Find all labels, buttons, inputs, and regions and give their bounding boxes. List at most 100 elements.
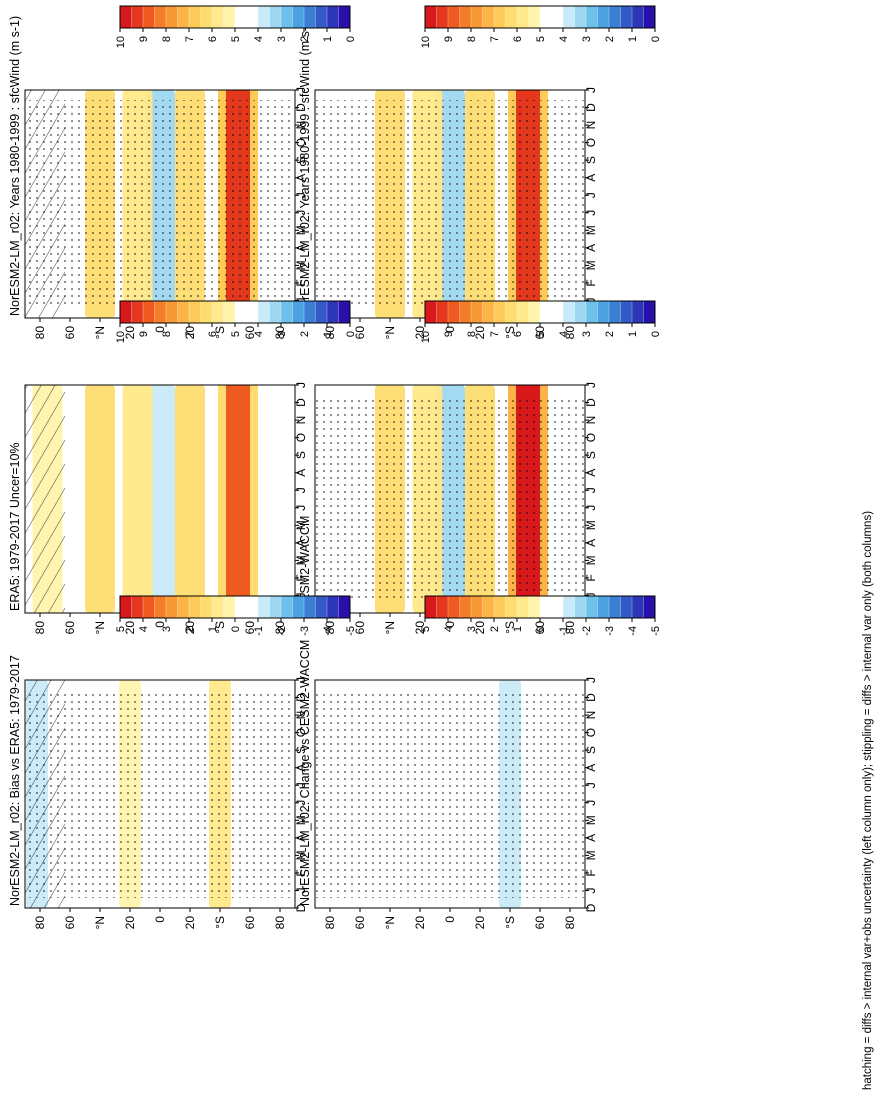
colorbar-swatch <box>597 300 610 324</box>
colorbar-swatch <box>516 300 529 324</box>
lat-tick-label: 80 <box>563 621 577 635</box>
lat-tick-label: 0 <box>443 326 457 333</box>
colorbar-swatch <box>424 300 437 324</box>
colorbar-tick-label: 4 <box>558 36 570 42</box>
colorbar-swatch <box>539 595 552 619</box>
lat-tick-label: 80 <box>33 326 47 340</box>
lat-tick-label: 0 <box>153 621 167 628</box>
colorbar-tick-label: 1 <box>627 36 639 42</box>
colorbar-swatch <box>608 300 621 324</box>
lat-tick-label: °S <box>213 326 227 339</box>
lat-tick-label: °S <box>213 916 227 929</box>
month-tick-label: J <box>294 887 308 893</box>
lat-tick-label: 20 <box>413 621 427 635</box>
lat-tick-label: 20 <box>183 916 197 930</box>
month-tick-label: D <box>584 103 598 112</box>
colorbar-swatch <box>643 595 656 619</box>
colorbar-swatch <box>119 300 132 324</box>
lat-tick-label: 60 <box>243 326 257 340</box>
lat-tick-label: 20 <box>123 916 137 930</box>
colorbar-swatch <box>505 5 518 29</box>
colorbar-swatch <box>620 595 633 619</box>
lat-tick-label: 60 <box>63 916 77 930</box>
month-tick-label: M <box>294 520 308 530</box>
lat-tick-label: 60 <box>353 621 367 635</box>
colorbar-tick-label: 3 <box>161 626 173 632</box>
colorbar-tick-label: 6 <box>512 331 524 337</box>
month-tick-label: M <box>294 815 308 825</box>
panel-title: NorESM2-LM_r02: Bias vs ERA5: 1979-2017 <box>8 655 22 906</box>
colorbar-tick-label: 5 <box>230 331 242 337</box>
colorbar-swatch <box>585 300 598 324</box>
colorbar-swatch <box>257 5 270 29</box>
colorbar-tick-label: 8 <box>466 36 478 42</box>
colorbar-swatch <box>459 595 472 619</box>
colorbar-tick-label: 5 <box>535 331 547 337</box>
colorbar-tick-label: 10 <box>420 331 432 343</box>
month-tick-label: N <box>294 121 308 130</box>
data-band-core <box>226 385 250 613</box>
colorbar-tick-label: 3 <box>466 626 478 632</box>
month-tick-label: A <box>294 764 308 772</box>
panel-p6: 80 60 °N 20 0 20 °S 60 80DJFMAMJJASONDJNorESM2-L… <box>298 640 598 930</box>
colorbar-tick-label: 8 <box>161 36 173 42</box>
stippling-overlay <box>25 100 295 308</box>
colorbar-swatch <box>482 300 495 324</box>
colorbar-swatch <box>292 595 305 619</box>
month-tick-label: O <box>584 728 598 737</box>
colorbar-swatch <box>551 5 564 29</box>
colorbar-tick-label: -3 <box>604 626 616 636</box>
month-tick-label: A <box>294 174 308 182</box>
colorbar-swatch <box>315 595 328 619</box>
month-tick-label: J <box>294 505 308 511</box>
colorbar-tick-label: 9 <box>443 331 455 337</box>
colorbar-swatch <box>165 595 178 619</box>
colorbar-swatch <box>562 595 575 619</box>
colorbar-tick-label: 0 <box>535 626 547 632</box>
colorbar-swatch <box>142 5 155 29</box>
month-tick-label: M <box>584 555 598 565</box>
colorbar-swatch <box>211 595 224 619</box>
colorbar-swatch <box>470 595 483 619</box>
colorbar-swatch <box>142 595 155 619</box>
month-tick-label: M <box>294 850 308 860</box>
colorbar-tick-label: 1 <box>627 331 639 337</box>
colorbar-tick-label: -2 <box>581 626 593 636</box>
colorbar-swatch <box>516 5 529 29</box>
month-tick-label: D <box>584 693 598 702</box>
month-tick-label: A <box>294 469 308 477</box>
colorbar-swatch <box>424 5 437 29</box>
colorbar-swatch <box>528 300 541 324</box>
colorbar-tick-label: 8 <box>161 331 173 337</box>
lat-tick-label: 20 <box>413 916 427 930</box>
colorbar-swatch <box>574 300 587 324</box>
lat-tick-label: °S <box>213 621 227 634</box>
colorbar-tick-label: 9 <box>138 331 150 337</box>
colorbar-swatch <box>131 300 144 324</box>
colorbar-tick-label: 2 <box>299 331 311 337</box>
lat-tick-label: 0 <box>443 916 457 923</box>
hatching-overlay <box>25 90 65 318</box>
colorbar-swatch <box>493 595 506 619</box>
colorbar-swatch <box>315 5 328 29</box>
month-tick-label: J <box>584 487 598 493</box>
panel-title: NorESM2-LM_r02: Change vs CESM2-WACCM <box>298 640 312 906</box>
colorbar-tick-label: 0 <box>345 331 357 337</box>
month-tick-label: S <box>294 451 308 459</box>
lat-tick-label: 60 <box>353 326 367 340</box>
month-tick-label: J <box>294 782 308 788</box>
month-tick-label: F <box>294 869 308 876</box>
hatching-overlay <box>25 385 65 613</box>
month-tick-label: A <box>584 469 598 477</box>
month-tick-label: F <box>294 279 308 286</box>
month-tick-label: J <box>584 677 598 683</box>
colorbar-tick-label: 2 <box>604 331 616 337</box>
colorbar-swatch <box>188 5 201 29</box>
month-tick-label: O <box>584 433 598 442</box>
panel-title: NorESM2-LM_r02: Years 1980-1999 : sfcWin… <box>8 16 22 316</box>
colorbar-swatch <box>200 595 213 619</box>
colorbar-swatch <box>585 5 598 29</box>
colorbar-tick-label: 4 <box>253 36 265 42</box>
colorbar-tick-label: 1 <box>322 36 334 42</box>
month-tick-label: A <box>584 539 598 547</box>
